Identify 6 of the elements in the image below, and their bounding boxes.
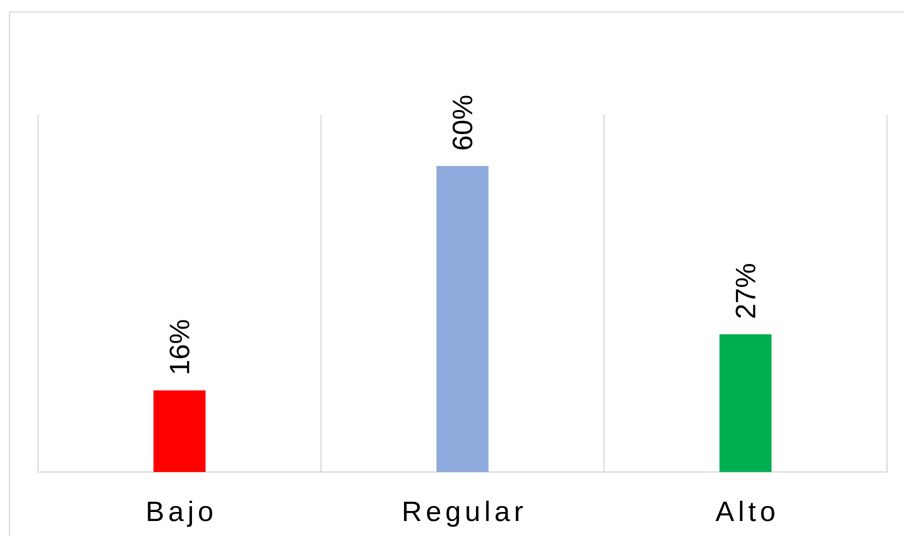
- data-label: 27%: [736, 264, 756, 318]
- data-label: 60%: [452, 96, 472, 150]
- x-tick-label: Bajo: [148, 500, 212, 527]
- data-label: 16%: [170, 320, 190, 374]
- x-tick-label: Alto: [716, 500, 774, 522]
- x-tick-label: Regular: [404, 500, 523, 527]
